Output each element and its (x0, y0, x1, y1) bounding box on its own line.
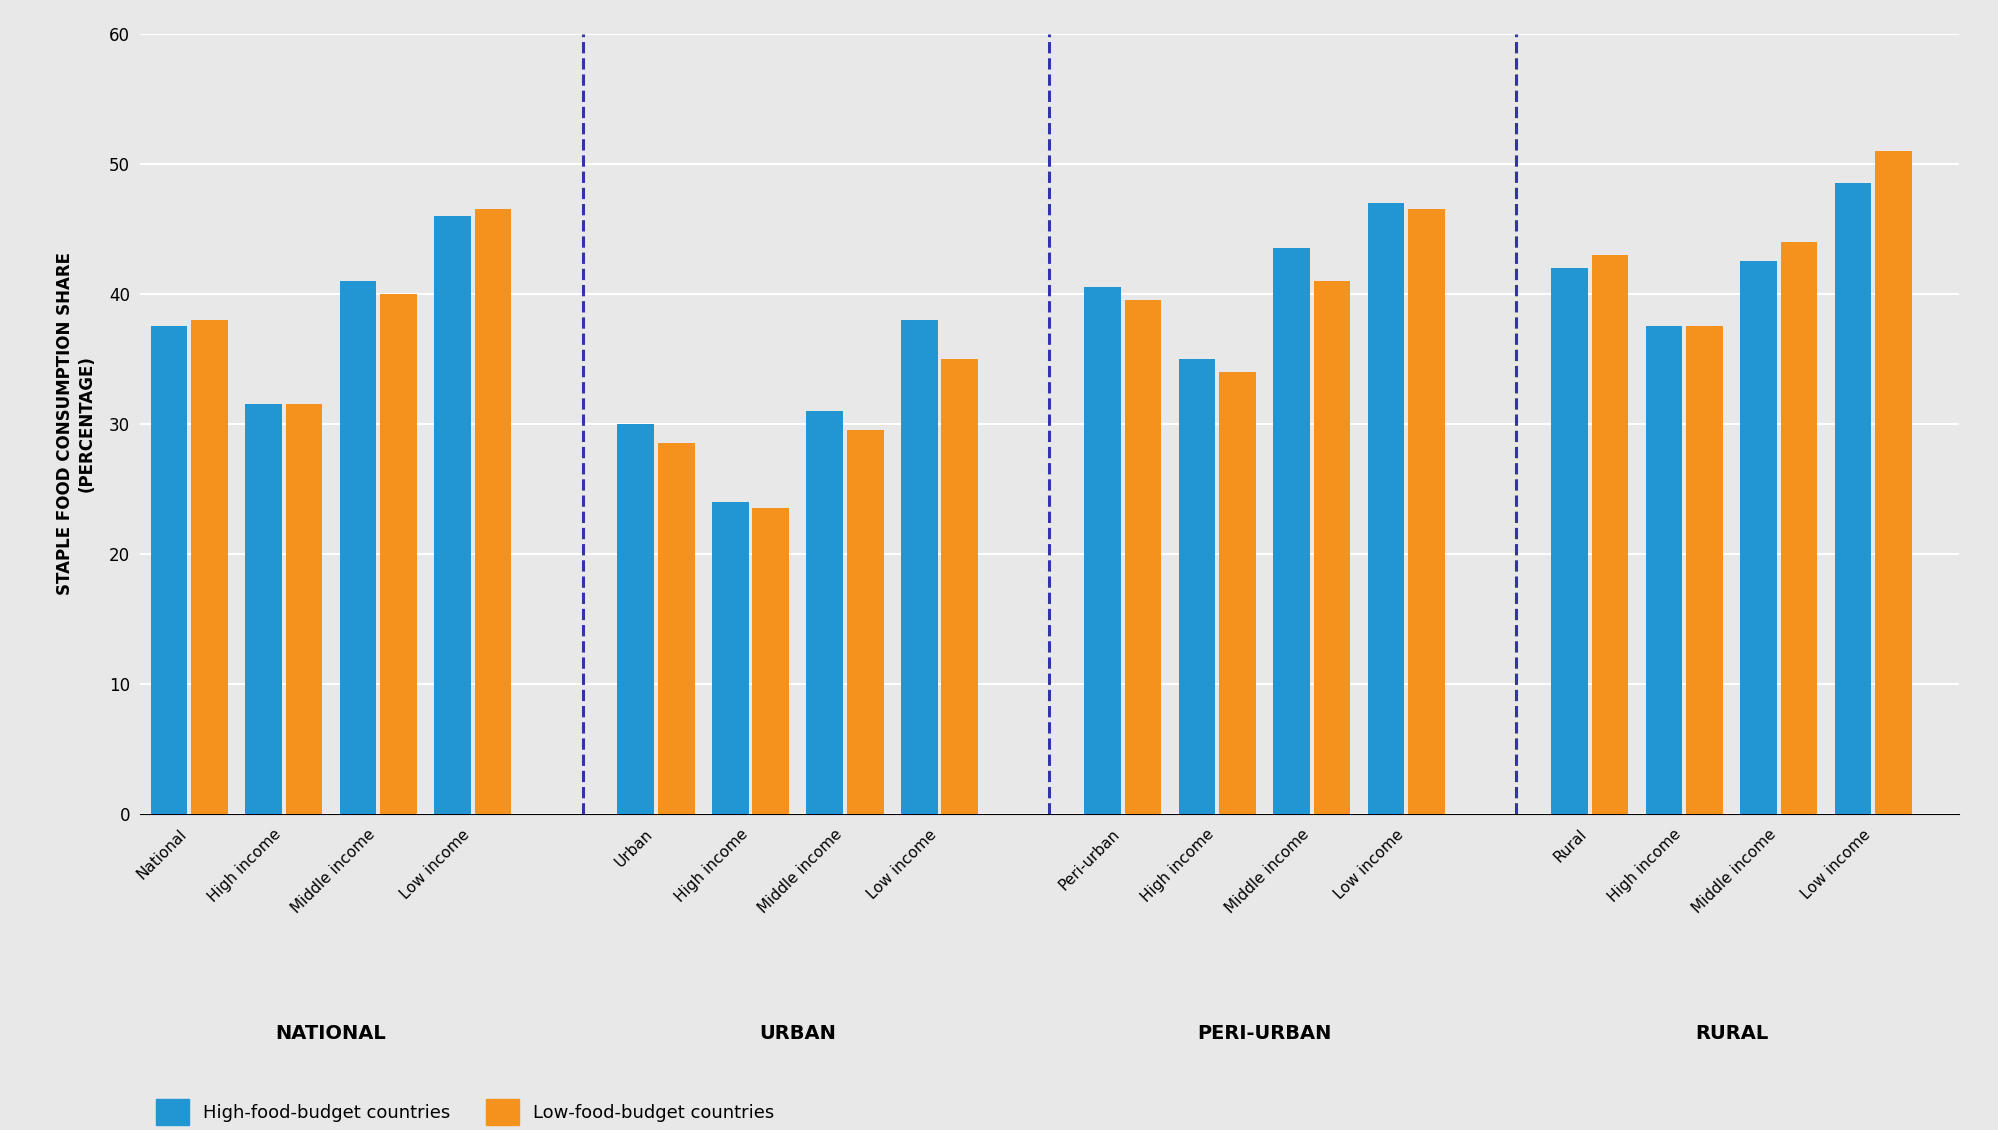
Bar (1273, 249, 1309, 814)
Bar (434, 216, 470, 814)
Bar (1644, 327, 1682, 814)
Bar (657, 443, 693, 814)
Bar (1590, 255, 1628, 814)
Bar (380, 294, 416, 814)
Text: NATIONAL: NATIONAL (276, 1024, 386, 1043)
Bar (474, 209, 511, 814)
Bar (1083, 287, 1121, 814)
Text: PERI-URBAN: PERI-URBAN (1197, 1024, 1331, 1043)
Bar (847, 431, 883, 814)
Bar (340, 281, 376, 814)
Bar (1313, 281, 1351, 814)
Bar (1219, 372, 1255, 814)
Legend: High-food-budget countries, Low-food-budget countries: High-food-budget countries, Low-food-bud… (150, 1092, 781, 1130)
Bar (192, 320, 228, 814)
Text: URBAN: URBAN (759, 1024, 835, 1043)
Bar (941, 359, 977, 814)
Bar (751, 508, 789, 814)
Bar (1125, 301, 1161, 814)
Bar (1874, 151, 1910, 814)
Bar (1738, 261, 1776, 814)
Bar (286, 405, 322, 814)
Bar (1179, 359, 1215, 814)
Bar (901, 320, 937, 814)
Bar (1367, 203, 1405, 814)
Bar (1407, 209, 1445, 814)
Bar (805, 411, 843, 814)
Bar (246, 405, 282, 814)
Text: RURAL: RURAL (1694, 1024, 1766, 1043)
Bar (1684, 327, 1722, 814)
Bar (711, 502, 747, 814)
Bar (617, 424, 653, 814)
Bar (1834, 183, 1870, 814)
Bar (1780, 242, 1816, 814)
Bar (150, 327, 188, 814)
Bar (1550, 268, 1586, 814)
Y-axis label: STAPLE FOOD CONSUMPTION SHARE
(PERCENTAGE): STAPLE FOOD CONSUMPTION SHARE (PERCENTAG… (56, 252, 96, 596)
